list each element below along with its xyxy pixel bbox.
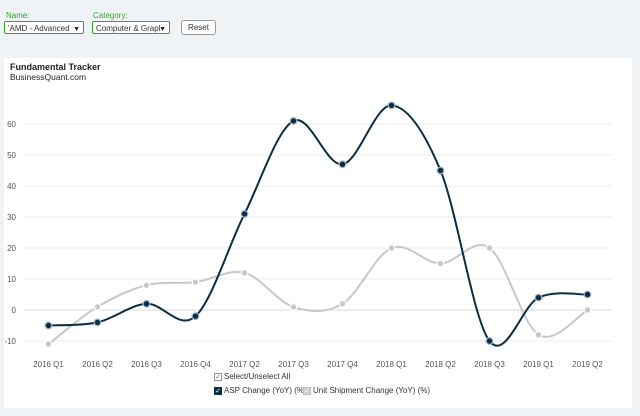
data-point-units: [93, 303, 102, 311]
reset-button[interactable]: Reset: [181, 20, 216, 35]
data-point-asp: [583, 290, 592, 299]
legend-select-all-label: Select/Unselect All: [224, 372, 291, 381]
legend-item-asp[interactable]: ✓ ASP Change (YoY) (%): [214, 386, 307, 395]
name-select[interactable]: 'AMD - Advanced ▼: [4, 21, 84, 34]
x-tick-label: 2018 Q2: [425, 360, 456, 369]
data-point-asp: [191, 312, 200, 321]
data-point-units: [338, 299, 347, 308]
y-tick-label: 40: [7, 182, 16, 191]
x-tick-label: 2019 Q1: [523, 360, 554, 369]
data-point-asp: [436, 166, 445, 175]
chart-subtitle: BusinessQuant.com: [10, 72, 87, 82]
data-point-asp: [240, 209, 249, 218]
name-filter-label: Name:: [6, 11, 30, 20]
data-point-asp: [387, 101, 396, 110]
y-tick-label: 10: [7, 275, 16, 284]
y-tick-label: 50: [7, 151, 16, 160]
data-point-units: [142, 281, 151, 290]
x-tick-label: 2018 Q1: [376, 360, 407, 369]
data-point-asp: [44, 321, 53, 330]
y-tick-label: -10: [4, 337, 16, 346]
category-filter-label: Category:: [93, 11, 128, 20]
y-tick-label: 60: [7, 120, 16, 129]
data-point-units: [436, 259, 445, 268]
data-point-units: [289, 303, 298, 311]
data-point-asp: [142, 299, 151, 308]
y-tick-label: 20: [7, 244, 16, 253]
data-point-units: [240, 268, 249, 277]
category-select-value: Computer & Grapl: [96, 24, 161, 33]
data-point-asp: [289, 116, 298, 125]
checkbox-icon: ✓: [214, 386, 222, 395]
chart-title: Fundamental Tracker: [10, 62, 101, 72]
checkbox-icon: ✓: [214, 372, 222, 381]
category-select[interactable]: Computer & Grapl ▼: [92, 21, 170, 34]
chevron-down-icon: ▼: [73, 26, 80, 33]
x-tick-label: 2016 Q1: [33, 360, 64, 369]
chart-panel: [4, 58, 632, 408]
series-line-units: [47, 244, 589, 345]
data-point-asp: [338, 160, 347, 169]
filter-bar: Name: 'AMD - Advanced ▼ Category: Comput…: [0, 0, 640, 52]
x-tick-label: 2019 Q2: [572, 360, 603, 369]
x-tick-label: 2018 Q3: [474, 360, 505, 369]
legend-asp-label: ASP Change (YoY) (%): [224, 386, 307, 395]
legend-item-units[interactable]: ✓ Unit Shipment Change (YoY) (%): [303, 386, 430, 395]
x-tick-label: 2016 Q3: [131, 360, 162, 369]
x-tick-label: 2016 Q4: [180, 360, 211, 369]
data-point-asp: [534, 293, 543, 302]
data-point-asp: [485, 337, 494, 345]
legend-units-label: Unit Shipment Change (YoY) (%): [313, 386, 431, 395]
y-tick-label: 30: [7, 213, 16, 222]
x-tick-label: 2016 Q2: [82, 360, 113, 369]
data-point-asp: [93, 318, 102, 327]
chevron-down-icon: ▼: [159, 26, 166, 33]
x-tick-label: 2017 Q3: [278, 360, 309, 369]
legend-select-all[interactable]: ✓ Select/Unselect All: [214, 372, 290, 381]
data-point-units: [583, 306, 592, 314]
data-point-units: [387, 244, 396, 252]
data-point-units: [485, 244, 494, 252]
name-select-value: 'AMD - Advanced: [8, 24, 70, 33]
data-point-units: [534, 330, 543, 339]
data-point-units: [191, 278, 200, 287]
checkbox-icon: ✓: [303, 386, 311, 395]
y-tick-label: 0: [12, 306, 17, 315]
data-point-units: [44, 340, 53, 349]
x-tick-label: 2017 Q2: [229, 360, 260, 369]
x-tick-label: 2017 Q4: [327, 360, 358, 369]
